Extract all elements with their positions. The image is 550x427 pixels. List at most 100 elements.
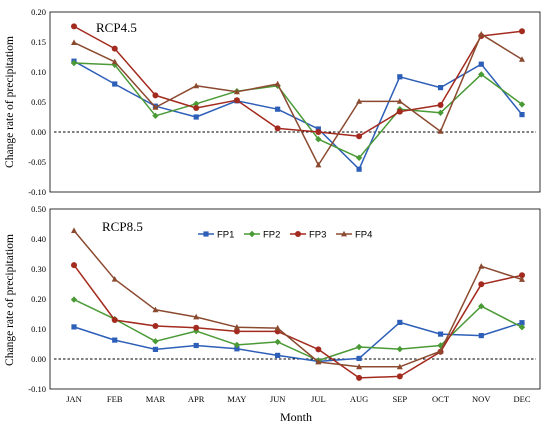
legend-marker-fp3 <box>295 231 301 237</box>
point-fp1-jun-rcp4-5 <box>275 106 281 112</box>
point-fp1-nov-rcp4-5 <box>478 61 484 67</box>
x-tick-labels: JAN FEB MAR APR MAY JUN JUL AUG SEP OCT NOV DEC <box>66 394 531 404</box>
point-fp3-feb-rcp8-5 <box>111 317 118 323</box>
point-fp4-mar-rcp8-5 <box>152 306 159 313</box>
point-fp3-jul-rcp8-5 <box>315 346 322 353</box>
point-fp2-mar-rcp4-5 <box>152 112 159 119</box>
point-fp1-may-rcp8-5 <box>234 346 240 352</box>
x-tick-aug: AUG <box>350 394 368 404</box>
series-line-fp4-rcp4-5 <box>73 33 523 166</box>
point-fp2-jun-rcp8-5 <box>274 338 281 346</box>
point-fp4-oct-rcp4-5 <box>437 128 444 134</box>
point-fp4-jul-rcp8-5 <box>315 358 322 365</box>
x-tick-may: MAY <box>227 394 246 404</box>
point-fp1-jun-rcp8-5 <box>275 352 281 358</box>
plot-area-rcp85 <box>49 208 541 390</box>
point-fp2-aug-rcp4-5 <box>355 154 363 161</box>
legend-marker-fp2 <box>248 230 256 238</box>
x-tick-feb: FEB <box>107 394 123 404</box>
point-fp3-sep-rcp8-5 <box>396 373 403 380</box>
point-fp4-mar-rcp4-5 <box>152 104 159 110</box>
y-tick-labels-rcp85: -0.10 0.00 0.10 0.20 0.30 0.40 0.50 <box>28 204 46 394</box>
legend-label-fp1: FP1 <box>217 230 234 241</box>
point-fp4-jan-rcp4-5 <box>71 39 77 45</box>
x-tick-jul: JUL <box>311 394 326 404</box>
point-fp3-oct-rcp4-5 <box>437 102 444 108</box>
point-fp3-dec-rcp8-5 <box>519 272 525 279</box>
point-fp2-nov-rcp8-5 <box>478 303 485 310</box>
point-fp3-sep-rcp4-5 <box>396 108 403 115</box>
point-fp4-jan-rcp8-5 <box>71 227 77 233</box>
point-fp2-jan-rcp4-5 <box>70 59 78 67</box>
y-axis-label-rcp85: Change rate of precipitatiom <box>4 234 16 366</box>
y-axis-label-rcp45: Change rate of precipitatiom <box>4 36 16 168</box>
legend-label-fp3: FP3 <box>309 230 326 241</box>
point-fp2-dec-rcp8-5 <box>518 324 526 331</box>
point-fp3-aug-rcp8-5 <box>356 374 363 381</box>
series-line-fp2-rcp8-5 <box>73 298 523 362</box>
series-line-fp2-rcp4-5 <box>73 62 523 159</box>
chart-rcp85: RCP8.5 Change rate of precipitatiom -0.1… <box>4 204 541 394</box>
series-group-rcp85 <box>70 227 526 381</box>
point-fp2-feb-rcp4-5 <box>111 61 118 68</box>
point-fp1-aug-rcp4-5 <box>356 166 362 172</box>
y-tick-rcp4-5-4: 0.10 <box>31 67 46 77</box>
x-tick-dec: DEC <box>514 394 531 404</box>
panel-title-rcp45: RCP4.5 <box>96 20 137 35</box>
point-fp2-mar-rcp8-5 <box>152 338 159 345</box>
series-group-rcp45 <box>70 23 526 172</box>
point-fp1-sep-rcp4-5 <box>397 74 403 80</box>
point-fp3-jun-rcp4-5 <box>274 125 281 132</box>
point-fp3-mar-rcp8-5 <box>152 323 159 329</box>
point-fp4-feb-rcp4-5 <box>111 58 118 65</box>
y-tick-rcp4-5-1: -0.05 <box>28 157 46 167</box>
point-fp4-aug-rcp4-5 <box>356 98 363 104</box>
point-fp3-dec-rcp4-5 <box>519 28 525 35</box>
point-fp2-apr-rcp4-5 <box>192 100 200 107</box>
point-fp3-apr-rcp8-5 <box>193 324 200 331</box>
point-fp2-nov-rcp4-5 <box>478 71 485 78</box>
point-fp4-nov-rcp8-5 <box>478 263 485 269</box>
y-tick-rcp4-5-5: 0.15 <box>31 37 46 47</box>
point-fp4-jul-rcp4-5 <box>315 161 322 168</box>
point-fp4-aug-rcp8-5 <box>356 363 363 370</box>
point-fp4-dec-rcp4-5 <box>519 56 525 62</box>
chart-rcp45: RCP4.5 Change rate of precipitatiom -0.1… <box>4 7 541 197</box>
point-fp4-jun-rcp4-5 <box>274 80 281 87</box>
x-tick-oct: OCT <box>432 394 450 404</box>
panel-title-rcp85: RCP8.5 <box>102 219 143 234</box>
point-fp3-mar-rcp4-5 <box>152 92 159 99</box>
y-tick-rcp8-5-3: 0.20 <box>31 294 46 304</box>
point-fp3-may-rcp8-5 <box>233 328 240 335</box>
point-fp1-feb-rcp4-5 <box>112 81 118 87</box>
legend-marker-fp1 <box>203 231 209 237</box>
point-fp4-may-rcp8-5 <box>233 324 240 330</box>
y-tick-rcp8-5-0: -0.10 <box>28 384 46 394</box>
y-tick-rcp8-5-5: 0.40 <box>31 234 46 244</box>
point-fp4-nov-rcp4-5 <box>478 31 485 37</box>
x-tick-nov: NOV <box>472 394 491 404</box>
point-fp2-dec-rcp4-5 <box>518 101 526 108</box>
point-fp3-jan-rcp4-5 <box>71 23 77 30</box>
point-fp4-dec-rcp8-5 <box>519 276 525 282</box>
point-fp3-jul-rcp4-5 <box>315 129 322 135</box>
y-tick-rcp8-5-2: 0.10 <box>31 324 46 334</box>
point-fp3-apr-rcp4-5 <box>193 105 200 111</box>
series-line-fp3-rcp8-5 <box>73 264 523 379</box>
y-tick-rcp8-5-4: 0.30 <box>31 264 46 274</box>
point-fp3-aug-rcp4-5 <box>356 133 363 140</box>
y-tick-rcp4-5-3: 0.05 <box>31 97 46 107</box>
point-fp4-apr-rcp8-5 <box>193 313 200 320</box>
x-tick-apr: APR <box>188 394 205 404</box>
point-fp1-mar-rcp8-5 <box>152 346 159 352</box>
point-fp4-may-rcp4-5 <box>233 88 240 95</box>
point-fp4-sep-rcp8-5 <box>396 363 403 370</box>
y-tick-rcp4-5-2: 0.00 <box>31 127 46 137</box>
point-fp1-aug-rcp8-5 <box>356 355 362 361</box>
series-line-fp4-rcp8-5 <box>73 230 523 368</box>
point-fp2-oct-rcp4-5 <box>437 109 444 116</box>
point-fp2-aug-rcp8-5 <box>355 343 363 351</box>
point-fp1-apr-rcp4-5 <box>193 114 199 120</box>
point-fp1-oct-rcp4-5 <box>437 85 444 91</box>
point-fp1-dec-rcp8-5 <box>519 320 525 326</box>
